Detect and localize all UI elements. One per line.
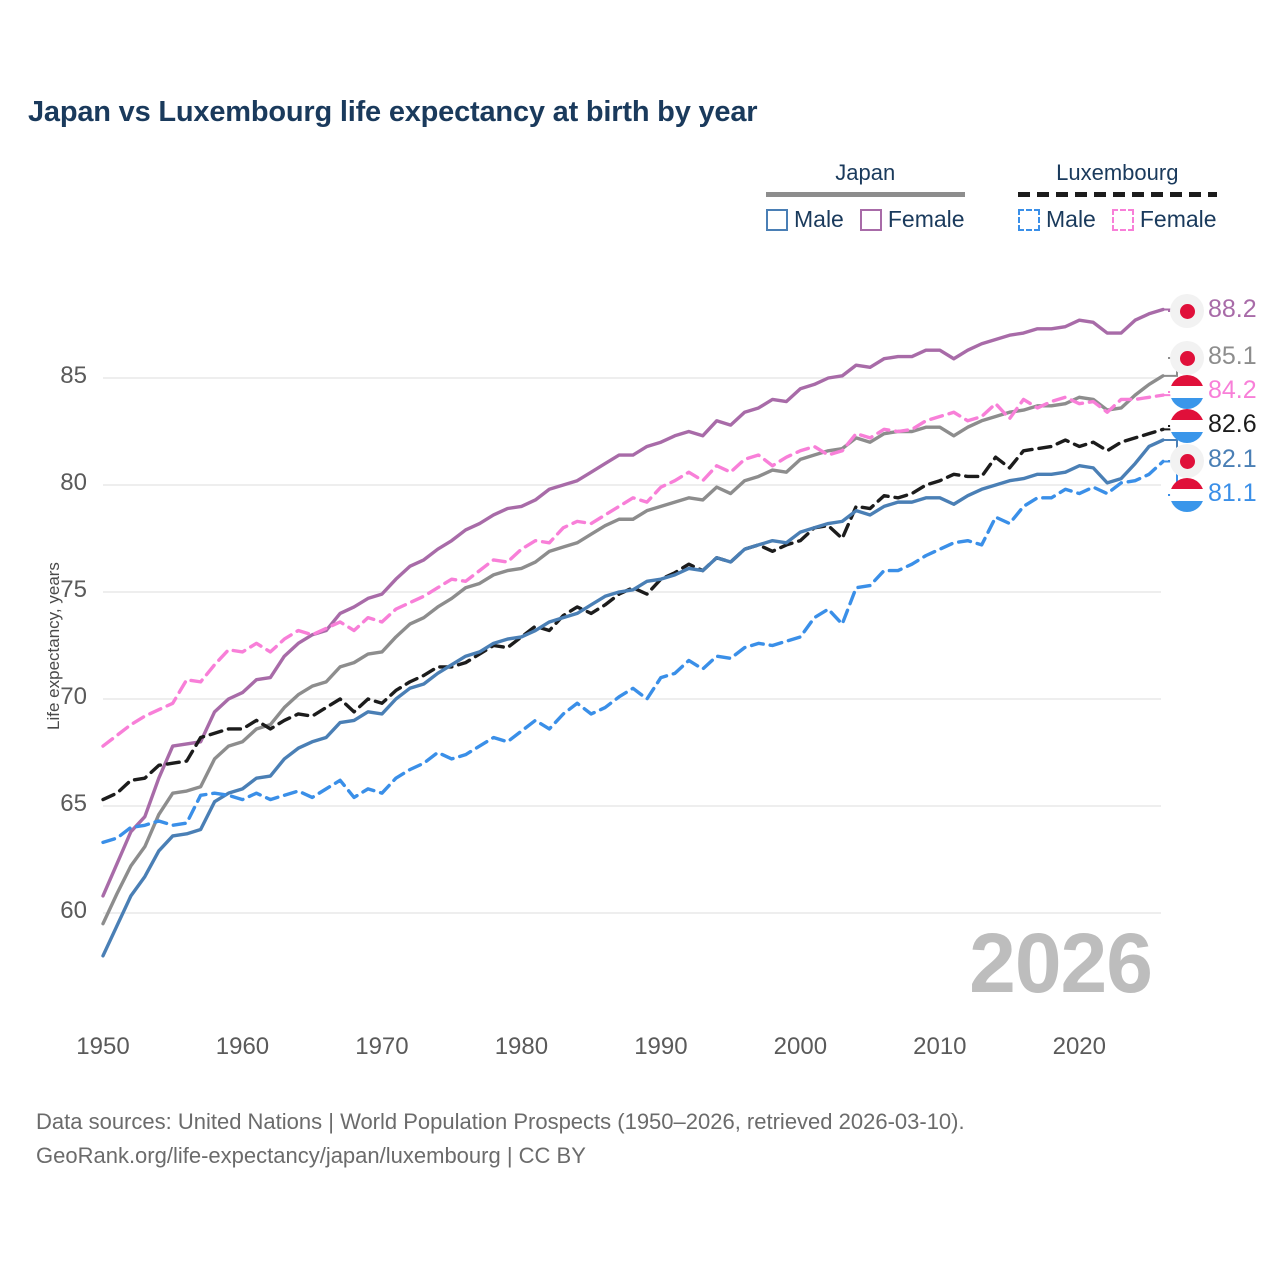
legend-group-japan: Japan Male Female	[766, 160, 965, 233]
legend-label-japan-female: Female	[887, 206, 965, 232]
page-title: Japan vs Luxembourg life expectancy at b…	[28, 96, 758, 128]
x-axis-tick: 1950	[76, 1033, 130, 1060]
legend-country-japan: Japan	[835, 160, 896, 185]
series-line-japan-female	[101, 307, 1165, 898]
x-axis-tick: 1960	[215, 1033, 270, 1060]
footer-line-2: GeoRank.org/life-expectancy/japan/luxemb…	[36, 1143, 586, 1169]
flag-luxembourg-stripe	[1170, 478, 1204, 490]
flag-luxembourg-stripe	[1170, 489, 1204, 501]
legend-swatch-japan-male	[766, 208, 788, 231]
flag-luxembourg-stripe	[1170, 409, 1204, 421]
x-axis-tick: 2010	[913, 1033, 967, 1060]
legend-country-luxembourg: Luxembourg	[1056, 160, 1179, 185]
flag-japan-disc	[1179, 350, 1195, 366]
legend-item-luxembourg-male[interactable]: Male	[1018, 206, 1096, 233]
flag-luxembourg-stripe	[1170, 500, 1204, 512]
end-label-value: 82.1	[1208, 445, 1257, 473]
flag-icon-japan	[1170, 294, 1204, 328]
chart-legend: Japan Male Female Luxembourg Male	[760, 160, 1260, 246]
flag-icon-luxembourg	[1170, 375, 1204, 409]
x-axis-tick: 1980	[494, 1033, 549, 1060]
legend-rule-japan	[766, 192, 965, 197]
legend-item-japan-male[interactable]: Male	[766, 206, 844, 233]
x-axis-tick: 2000	[773, 1033, 828, 1060]
legend-label-luxembourg-male: Male	[1046, 206, 1096, 232]
x-axis-tick: 2020	[1052, 1033, 1106, 1060]
flag-luxembourg-stripe	[1170, 386, 1204, 398]
end-label-value: 82.6	[1208, 410, 1257, 438]
legend-swatch-japan-female	[859, 208, 882, 231]
legend-swatch-luxembourg-female	[1111, 208, 1134, 231]
x-axis-tick: 1990	[634, 1033, 688, 1060]
legend-label-luxembourg-female: Female	[1139, 206, 1217, 232]
end-label-value: 84.2	[1208, 376, 1257, 404]
legend-item-luxembourg-female[interactable]: Female	[1111, 206, 1217, 233]
year-watermark: 2026	[969, 916, 1153, 1010]
y-axis-tick: 75	[60, 576, 87, 603]
y-axis-tick: 70	[60, 683, 87, 710]
y-axis-tick: 65	[60, 790, 87, 817]
end-label-value: 88.2	[1208, 295, 1257, 323]
flag-icon-japan	[1170, 444, 1204, 478]
flag-luxembourg-stripe	[1170, 431, 1204, 443]
series-line-luxembourg-female	[101, 393, 1165, 748]
end-label-value: 81.1	[1208, 479, 1257, 507]
series-line-luxembourg-male	[101, 459, 1165, 845]
y-axis-tick: 60	[60, 897, 87, 924]
y-axis-tick: 80	[60, 469, 87, 496]
legend-group-luxembourg: Luxembourg Male Female	[1018, 160, 1217, 233]
legend-label-japan-male: Male	[794, 206, 844, 232]
flag-japan-disc	[1179, 453, 1195, 469]
end-label-value: 85.1	[1208, 342, 1257, 370]
series-line-japan-male	[101, 438, 1165, 958]
footer: Data sources: United Nations | World Pop…	[36, 1105, 965, 1173]
flag-luxembourg-stripe	[1170, 420, 1204, 432]
flag-icon-luxembourg	[1170, 409, 1204, 443]
series-lines	[101, 307, 1165, 958]
gridlines	[103, 377, 1161, 914]
legend-swatch-luxembourg-male	[1018, 208, 1040, 231]
series-line-japan-total	[101, 374, 1165, 926]
flag-luxembourg-stripe	[1170, 375, 1204, 387]
footer-line-1: Data sources: United Nations | World Pop…	[36, 1109, 965, 1134]
x-axis-tick: 1970	[355, 1033, 409, 1060]
flag-japan-disc	[1179, 303, 1195, 319]
flag-icon-luxembourg	[1170, 478, 1204, 512]
flag-luxembourg-stripe	[1170, 397, 1204, 409]
legend-rule-luxembourg	[1018, 192, 1217, 197]
series-line-luxembourg-total	[101, 427, 1165, 802]
flag-icon-japan	[1170, 341, 1204, 375]
y-axis-title: Life expectancy, years	[44, 562, 63, 730]
legend-item-japan-female[interactable]: Female	[859, 206, 965, 233]
y-axis-tick: 85	[60, 362, 87, 389]
